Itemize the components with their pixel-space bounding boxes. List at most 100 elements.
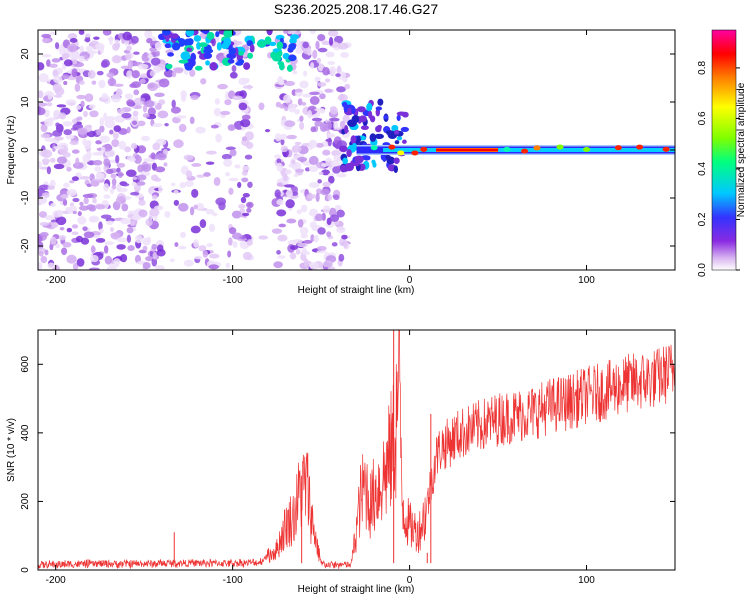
noise-blob — [329, 106, 338, 115]
noise-blob — [65, 134, 75, 140]
noise-blob — [300, 253, 307, 262]
noise-blob — [193, 204, 198, 210]
noise-blob — [38, 107, 46, 116]
noise-blob — [63, 182, 70, 188]
noise-blob — [234, 164, 241, 169]
noise-blob — [54, 243, 61, 249]
signal-blob — [190, 52, 197, 62]
noise-blob — [125, 169, 137, 178]
noise-blob — [336, 173, 347, 178]
colorbar-tick-label: 0.2 — [697, 212, 708, 226]
noise-blob — [337, 42, 349, 50]
noise-blob — [82, 193, 94, 198]
noise-blob — [273, 261, 283, 269]
noise-blob — [131, 81, 142, 89]
noise-blob — [55, 216, 67, 226]
noise-blob — [126, 99, 135, 106]
noise-blob — [49, 236, 57, 245]
noise-blob — [303, 48, 311, 55]
noise-blob — [185, 180, 194, 187]
noise-blob — [39, 222, 50, 227]
snr-x-axis-label: Height of straight line (km) — [298, 584, 415, 595]
signal-blob — [358, 115, 367, 123]
noise-blob — [200, 78, 207, 85]
noise-blob — [316, 245, 327, 251]
spectrogram-y-tick-label: 0 — [20, 147, 31, 153]
noise-blob — [67, 206, 73, 214]
noise-blob — [299, 121, 305, 130]
noise-blob — [105, 115, 116, 121]
noise-blob — [49, 63, 58, 68]
noise-blob — [241, 177, 249, 183]
signal-blob — [396, 136, 403, 141]
signal-blob — [374, 133, 384, 139]
noise-blob — [179, 182, 187, 189]
noise-blob — [128, 157, 137, 162]
noise-blob — [55, 122, 60, 128]
noise-blob — [88, 267, 100, 270]
noise-blob — [88, 104, 96, 109]
noise-blob — [309, 262, 319, 270]
noise-blob — [340, 52, 350, 59]
noise-blob — [77, 216, 87, 225]
noise-blob — [296, 42, 302, 49]
noise-blob — [333, 194, 340, 201]
noise-blob — [244, 131, 255, 141]
noise-blob — [327, 137, 332, 147]
noise-blob — [41, 54, 52, 58]
carrier-hotspot — [420, 146, 428, 152]
noise-blob — [52, 69, 59, 78]
noise-blob — [77, 211, 82, 217]
noise-blob — [109, 227, 115, 232]
noise-blob — [280, 138, 285, 146]
signal-blob — [277, 50, 283, 57]
noise-blob — [297, 242, 308, 248]
snr-x-tick-label: 100 — [578, 575, 595, 586]
noise-blob — [96, 70, 104, 76]
noise-blob — [105, 217, 116, 222]
carrier-hotspot — [533, 145, 541, 151]
noise-blob — [56, 67, 63, 75]
noise-blob — [258, 102, 265, 111]
noise-blob — [59, 226, 65, 231]
noise-blob — [126, 234, 132, 243]
colorbar-tick-label: 0.4 — [697, 162, 708, 176]
carrier-core — [383, 148, 675, 152]
noise-blob — [111, 178, 117, 186]
noise-blob — [110, 232, 121, 240]
noise-blob — [133, 51, 140, 55]
signal-blob — [354, 155, 364, 164]
noise-blob — [293, 173, 298, 178]
snr-y-axis-label: SNR (10 * v/v) — [6, 418, 17, 482]
noise-blob — [169, 258, 175, 263]
noise-blob — [130, 191, 140, 196]
carrier-hotspot — [614, 145, 622, 151]
noise-blob — [276, 158, 282, 164]
noise-blob — [40, 255, 48, 264]
noise-blob — [76, 258, 85, 267]
noise-blob — [139, 78, 146, 84]
noise-blob — [71, 231, 79, 235]
signal-blob — [272, 55, 282, 62]
noise-blob — [156, 244, 164, 252]
noise-blob — [283, 174, 288, 182]
noise-blob — [72, 118, 78, 124]
noise-blob — [321, 40, 331, 46]
snr-line — [38, 330, 675, 570]
noise-blob — [217, 83, 228, 90]
noise-blob — [191, 188, 199, 198]
signal-blob — [227, 58, 235, 64]
noise-blob — [132, 120, 138, 126]
noise-blob — [83, 54, 88, 59]
noise-blob — [126, 45, 132, 52]
noise-blob — [42, 37, 52, 44]
noise-blob — [300, 233, 308, 239]
signal-blob — [368, 110, 373, 119]
noise-blob — [319, 93, 326, 100]
noise-blob — [63, 52, 70, 59]
noise-blob — [232, 241, 238, 248]
noise-blob — [205, 209, 215, 215]
noise-blob — [111, 139, 120, 148]
noise-blob — [53, 145, 64, 150]
spectrogram-y-tick-label: -10 — [20, 190, 31, 205]
